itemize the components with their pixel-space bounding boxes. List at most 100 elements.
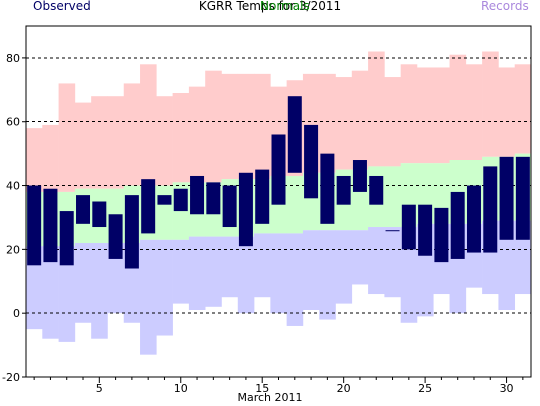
- x-tick-label: 30: [500, 382, 514, 395]
- observed-bar: [450, 191, 465, 259]
- observed-bar: [369, 175, 384, 205]
- record-low-band: [400, 227, 418, 323]
- record-low-band: [237, 236, 255, 314]
- y-tick-label: 40: [6, 180, 20, 193]
- observed-bar: [483, 166, 498, 253]
- record-low-band: [498, 220, 516, 310]
- y-tick-label: -20: [2, 371, 20, 384]
- record-low-band: [156, 239, 173, 336]
- observed-bar: [418, 204, 433, 256]
- observed-bar: [92, 201, 107, 228]
- record-low-band: [74, 242, 92, 323]
- record-low-band: [188, 236, 206, 310]
- x-tick-label: 15: [255, 382, 269, 395]
- record-high-band: [498, 67, 516, 157]
- observed-bar: [43, 188, 58, 263]
- record-low-band: [26, 246, 43, 330]
- observed-bar: [124, 195, 139, 269]
- observed-bar: [157, 195, 172, 205]
- observed-bar: [499, 156, 514, 240]
- observed-bar: [238, 172, 253, 247]
- record-low-band: [107, 242, 125, 314]
- record-high-band: [91, 96, 108, 189]
- record-low-band: [91, 242, 108, 339]
- record-high-band: [416, 67, 434, 164]
- record-low-band: [42, 246, 59, 339]
- axis-ticks-and-labels: -20 0 20 40 60 80 5 10 15 20 25 30: [2, 52, 524, 395]
- record-low-band: [58, 246, 76, 342]
- y-tick-label: 20: [6, 243, 20, 256]
- observed-bar: [336, 175, 351, 205]
- record-high-band: [368, 51, 385, 167]
- record-high-band: [26, 128, 43, 192]
- observed-bar: [271, 134, 286, 205]
- x-tick-label: 20: [337, 382, 351, 395]
- record-low-band: [221, 236, 239, 298]
- observed-bar: [385, 230, 400, 232]
- observed-bar: [108, 214, 123, 259]
- record-high-band: [254, 73, 271, 180]
- normal-band: [156, 185, 173, 240]
- x-tick-label: 5: [96, 382, 103, 395]
- y-tick-label: 0: [13, 307, 20, 320]
- normal-band: [286, 175, 304, 234]
- observed-bar: [141, 179, 156, 234]
- record-high-band: [465, 64, 483, 161]
- observed-bar: [190, 175, 205, 215]
- record-high-band: [107, 96, 125, 189]
- x-tick-label: 10: [174, 382, 188, 395]
- observed-bar: [173, 188, 188, 212]
- observed-bar: [304, 124, 319, 199]
- record-low-band: [270, 233, 287, 314]
- record-high-band: [42, 124, 59, 192]
- record-low-band: [286, 233, 304, 326]
- x-axis-label: March 2011: [237, 391, 303, 404]
- observed-bar: [255, 169, 270, 224]
- record-low-band: [140, 239, 157, 355]
- record-high-band: [58, 83, 76, 192]
- observed-bar: [59, 211, 74, 266]
- record-high-band: [74, 102, 92, 189]
- record-high-band: [205, 70, 222, 183]
- observed-bar: [76, 195, 91, 224]
- record-high-band: [351, 70, 369, 170]
- observed-bar: [352, 160, 367, 192]
- record-low-band: [384, 227, 401, 298]
- record-high-band: [188, 86, 206, 183]
- x-tick-label: 25: [418, 382, 432, 395]
- legend-observed: Observed: [33, 0, 91, 13]
- record-high-band: [433, 67, 450, 164]
- record-high-band: [140, 64, 157, 186]
- record-low-band: [254, 233, 271, 298]
- record-high-band: [514, 64, 532, 154]
- observed-bar: [515, 156, 530, 240]
- observed-bar: [401, 204, 416, 250]
- legend-records: Records: [481, 0, 529, 13]
- record-low-band: [205, 236, 222, 307]
- chart-title: KGRR Temps for 3/2011: [198, 0, 342, 13]
- observed-bar: [27, 185, 42, 266]
- record-high-band: [400, 64, 418, 164]
- record-high-band: [449, 54, 467, 161]
- record-high-band: [482, 51, 499, 157]
- record-high-band: [221, 73, 239, 180]
- observed-bar: [206, 182, 221, 215]
- record-low-band: [302, 230, 320, 310]
- record-high-band: [156, 96, 173, 186]
- normal-band: [384, 166, 401, 228]
- observed-bars: [27, 96, 530, 269]
- record-low-band: [368, 227, 385, 295]
- observed-bar: [287, 96, 302, 173]
- record-low-band: [335, 230, 353, 304]
- observed-bar: [222, 185, 237, 228]
- y-tick-label: 60: [6, 116, 20, 129]
- legend-normals: Normals: [260, 0, 310, 13]
- y-tick-label: 80: [6, 52, 20, 65]
- record-high-band: [237, 73, 255, 180]
- record-low-band: [172, 239, 190, 304]
- observed-bar: [434, 207, 449, 263]
- record-high-band: [319, 73, 336, 173]
- record-low-band: [351, 230, 369, 285]
- record-high-band: [335, 77, 353, 170]
